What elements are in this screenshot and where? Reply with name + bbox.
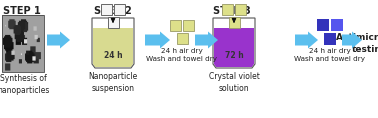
Bar [170, 20, 181, 31]
Text: Nanoparticle
suspension: Nanoparticle suspension [88, 72, 138, 93]
Text: 24 h: 24 h [104, 51, 122, 61]
Polygon shape [342, 32, 362, 48]
Polygon shape [93, 28, 133, 67]
Text: Crystal violet
solution: Crystal violet solution [209, 72, 259, 93]
Text: STEP 1: STEP 1 [3, 6, 41, 16]
Polygon shape [47, 32, 70, 48]
Bar [222, 4, 233, 15]
Bar [2, 15, 44, 72]
Bar [228, 17, 240, 28]
Bar [183, 20, 194, 31]
Text: 72 h: 72 h [225, 51, 243, 61]
Text: 24 h air dry
Wash and towel dry: 24 h air dry Wash and towel dry [147, 48, 217, 62]
Bar [107, 17, 118, 28]
Bar [235, 4, 246, 15]
Polygon shape [195, 32, 218, 48]
Polygon shape [214, 28, 254, 67]
Text: Synthesis of
nanoparticles: Synthesis of nanoparticles [0, 74, 49, 95]
Bar [177, 33, 187, 44]
Text: STEP 2: STEP 2 [94, 6, 132, 16]
Text: Antimicrobial
testing: Antimicrobial testing [336, 33, 378, 54]
Text: 24 h air dry
Wash and towel dry: 24 h air dry Wash and towel dry [294, 48, 366, 62]
Bar [101, 4, 112, 15]
Bar [317, 19, 329, 31]
Bar [114, 4, 125, 15]
Bar [331, 19, 343, 31]
Polygon shape [145, 32, 170, 48]
Text: STEP 3: STEP 3 [213, 6, 251, 16]
Polygon shape [295, 32, 318, 48]
Bar [324, 33, 336, 45]
